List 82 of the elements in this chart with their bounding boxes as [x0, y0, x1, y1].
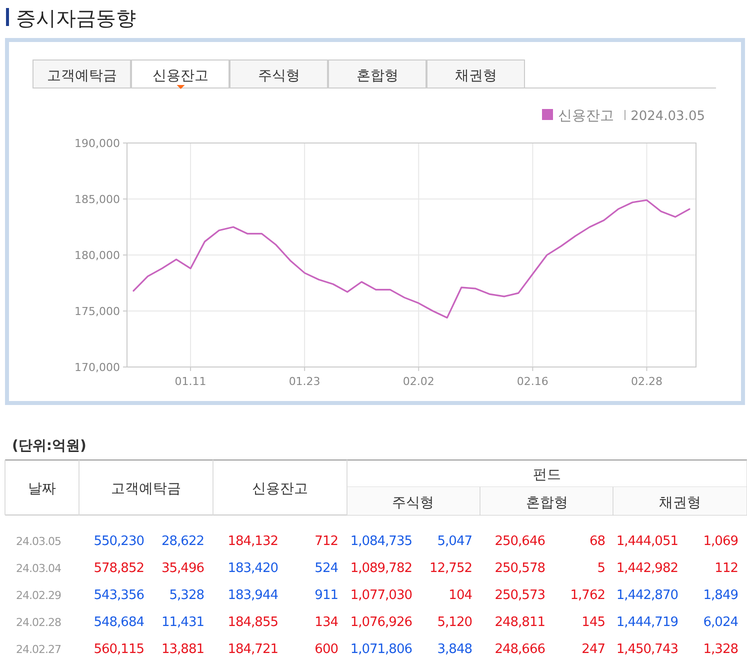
text: 560,115 [94, 642, 144, 657]
text: 1,089,782 [350, 561, 412, 576]
text: 250,646 [494, 534, 546, 549]
text: 24.02.27 [16, 643, 62, 656]
y-tick-label: 190,000 [74, 137, 120, 150]
text: 5,047 [437, 534, 472, 549]
text: 1,069 [703, 534, 738, 549]
text: 채권형 [659, 495, 701, 511]
text: 고객예탁금 [46, 68, 117, 84]
text: 24.02.28 [16, 616, 62, 629]
text: 3,848 [437, 642, 472, 657]
chart-title: 증시자금동향 [16, 6, 136, 30]
text: 600 [314, 642, 338, 657]
text: 1,762 [570, 588, 605, 603]
text: 1,077,030 [350, 588, 412, 603]
text: 104 [448, 588, 472, 603]
text: 1,071,806 [350, 642, 412, 657]
text: 250,573 [494, 588, 546, 603]
text: 채권형 [454, 68, 497, 84]
text: 543,356 [94, 588, 144, 603]
text: (단위:억원) [12, 438, 86, 454]
text: 911 [314, 588, 338, 603]
text: 5,328 [169, 588, 204, 603]
text: 주식형 [258, 68, 300, 84]
text: 고객예탁금 [111, 481, 181, 497]
text: 28,622 [162, 534, 204, 549]
text: 신용잔고 [252, 481, 308, 497]
text: 11,431 [162, 615, 204, 630]
text: 248,666 [494, 642, 546, 657]
x-tick-label: 01.23 [288, 375, 320, 388]
x-tick-label: 02.28 [630, 375, 662, 388]
text: 주식형 [392, 495, 434, 511]
text: 250,578 [494, 561, 546, 576]
text: 184,132 [228, 534, 278, 549]
text: 5 [597, 561, 606, 576]
text: 1,444,719 [616, 615, 678, 630]
text: 1,442,982 [616, 561, 678, 576]
text: 24.02.29 [16, 589, 62, 602]
text: 1,849 [703, 588, 738, 603]
text: 712 [314, 534, 338, 549]
text: 183,420 [228, 561, 278, 576]
text: 183,944 [228, 588, 278, 603]
text: 112 [714, 561, 738, 576]
text: 24.03.05 [16, 535, 62, 548]
text: 134 [314, 615, 338, 630]
text: 35,496 [162, 561, 204, 576]
x-tick-label: 02.02 [402, 375, 434, 388]
legend-label: 신용잔고 [558, 108, 614, 124]
text: 1,442,870 [616, 588, 678, 603]
text: 날짜 [28, 481, 56, 497]
text: 1,084,735 [350, 534, 412, 549]
y-tick-label: 180,000 [74, 249, 120, 262]
text: 145 [582, 615, 606, 630]
text: 혼합형 [356, 68, 398, 84]
text: 68 [589, 534, 606, 549]
text: 1,076,926 [350, 615, 412, 630]
text: 184,721 [228, 642, 278, 657]
text: 2024.03.05 [630, 109, 705, 124]
x-tick-label: 01.11 [174, 375, 206, 388]
text: 펀드 [533, 467, 561, 483]
text: 578,852 [94, 561, 144, 576]
text: 1,444,051 [616, 534, 678, 549]
text: 184,855 [228, 615, 278, 630]
y-tick-label: 185,000 [74, 193, 120, 206]
text: 248,811 [494, 615, 546, 630]
text: 혼합형 [526, 495, 568, 511]
text: 신용잔고 [152, 68, 208, 84]
text: 5,120 [437, 615, 472, 630]
text: 12,752 [430, 561, 472, 576]
text: 13,881 [162, 642, 204, 657]
text: 24.03.04 [16, 562, 62, 575]
text: 1,328 [703, 642, 738, 657]
text: 1,450,743 [616, 642, 678, 657]
text: 548,684 [94, 615, 144, 630]
y-tick-label: 175,000 [74, 305, 120, 318]
y-tick-label: 170,000 [74, 361, 120, 374]
text: 247 [582, 642, 606, 657]
text: 550,230 [94, 534, 144, 549]
text: 6,024 [703, 615, 738, 630]
text: 524 [314, 561, 338, 576]
x-tick-label: 02.16 [516, 375, 548, 388]
line-series [132, 199, 690, 319]
